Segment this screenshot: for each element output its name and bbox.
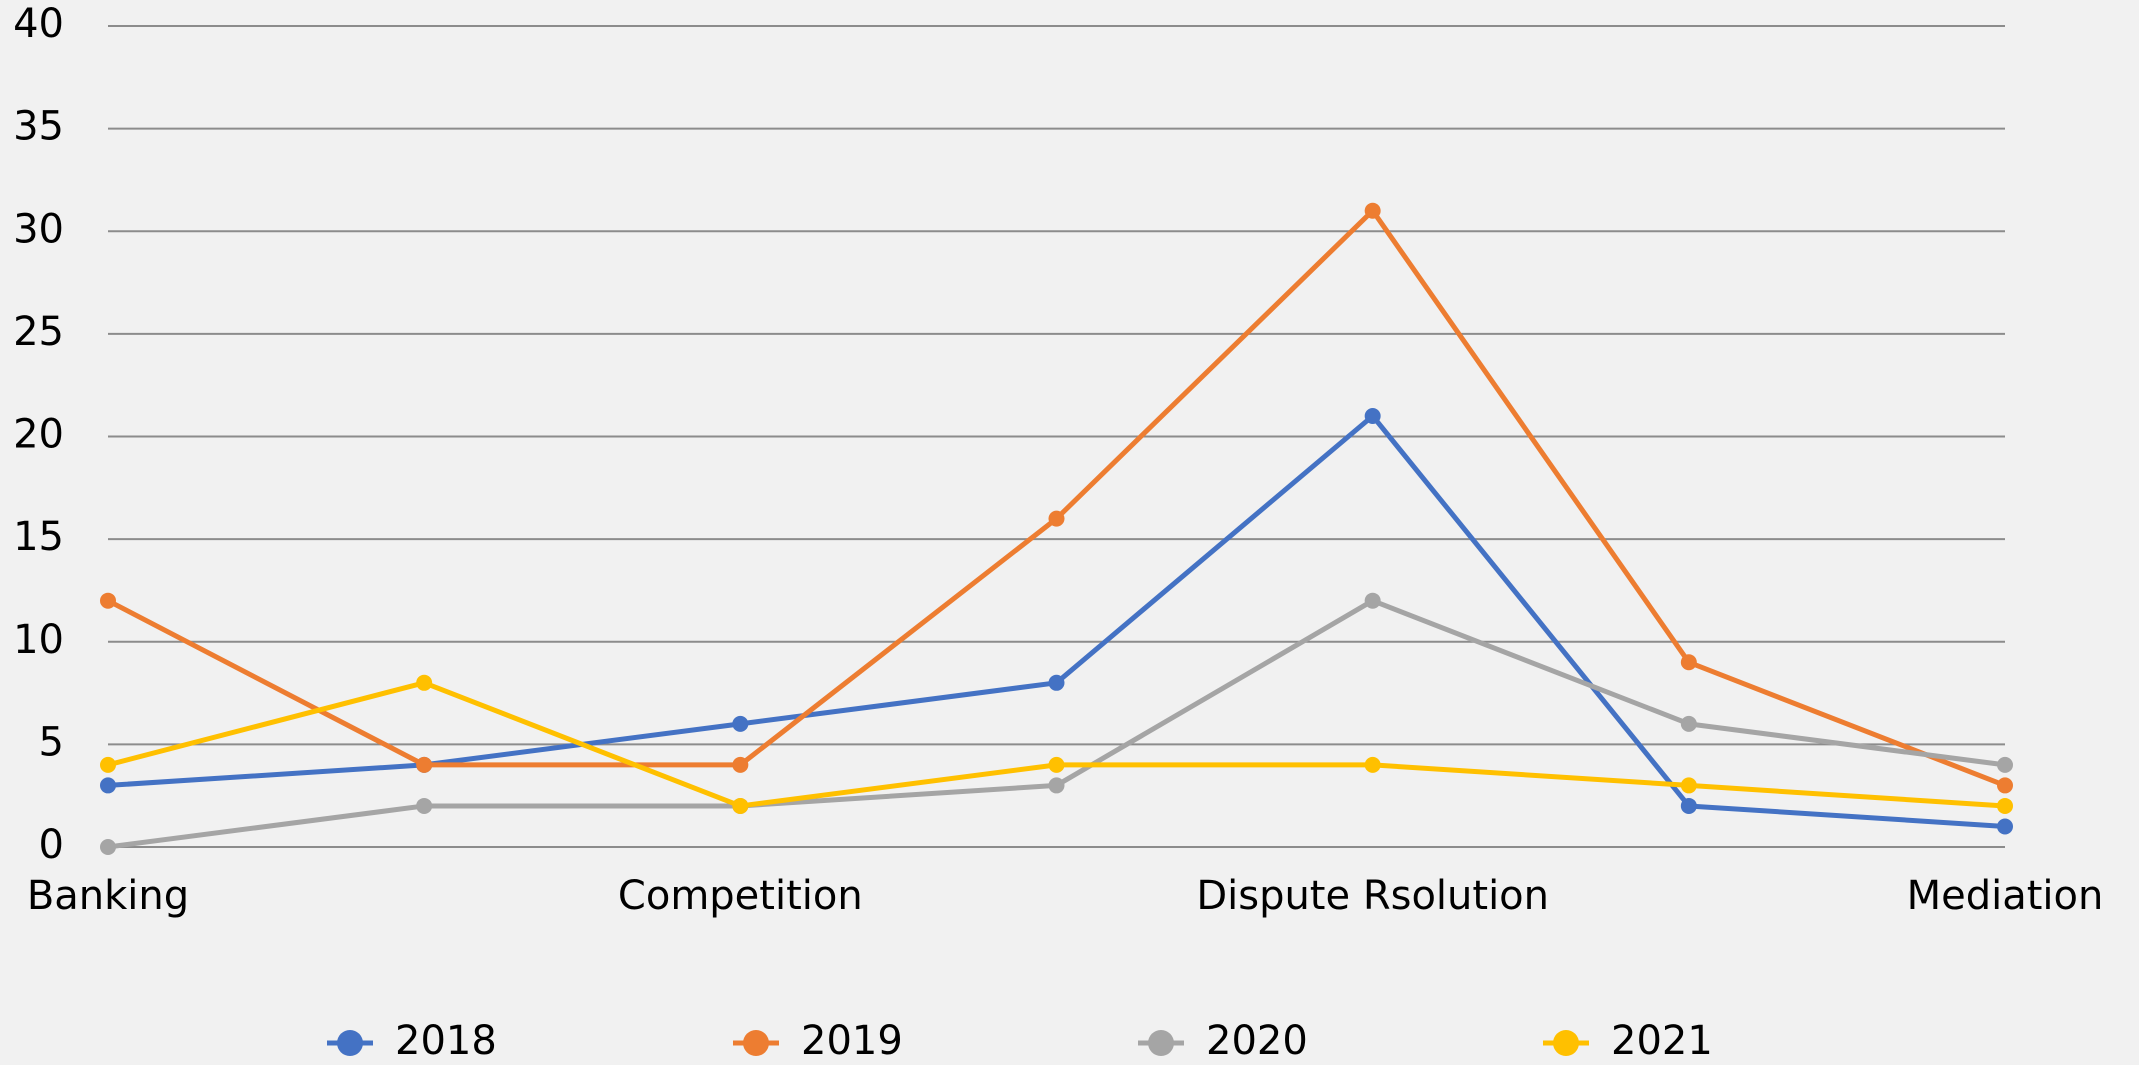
legend-swatch-marker bbox=[337, 1030, 363, 1056]
y-tick-label: 10 bbox=[13, 617, 64, 663]
data-point bbox=[1048, 674, 1065, 691]
y-tick-label: 15 bbox=[13, 514, 64, 560]
data-point bbox=[1048, 756, 1065, 773]
legend-label: 2018 bbox=[395, 1018, 497, 1064]
data-point bbox=[1048, 777, 1065, 794]
legend-label: 2021 bbox=[1611, 1018, 1713, 1064]
data-point bbox=[1680, 654, 1697, 671]
legend-swatch-marker bbox=[1553, 1030, 1579, 1056]
legend-swatch-marker bbox=[1148, 1030, 1174, 1056]
data-point bbox=[100, 777, 116, 794]
data-point bbox=[1997, 756, 2013, 773]
data-point bbox=[100, 756, 116, 773]
data-point bbox=[1364, 202, 1381, 219]
data-point bbox=[100, 592, 116, 609]
x-tick-label: Dispute Rsolution bbox=[1196, 873, 1549, 919]
data-point bbox=[416, 797, 433, 814]
data-point bbox=[1997, 777, 2013, 794]
y-tick-label: 5 bbox=[39, 719, 64, 765]
data-point bbox=[732, 715, 749, 732]
data-point bbox=[416, 756, 433, 773]
data-point bbox=[1997, 797, 2013, 814]
data-point bbox=[100, 839, 116, 855]
y-tick-label: 0 bbox=[39, 822, 64, 868]
data-point bbox=[416, 674, 433, 691]
data-point bbox=[732, 797, 749, 814]
series-line bbox=[106, 208, 2006, 788]
y-tick-label: 25 bbox=[13, 309, 64, 355]
data-point bbox=[1680, 715, 1697, 732]
y-tick-label: 30 bbox=[13, 206, 64, 252]
y-tick-label: 40 bbox=[13, 1, 64, 47]
legend-label: 2020 bbox=[1206, 1018, 1308, 1064]
x-tick-label: Competition bbox=[618, 873, 863, 919]
data-point bbox=[1048, 510, 1065, 527]
x-tick-label: Banking bbox=[27, 873, 189, 919]
data-point bbox=[732, 756, 749, 773]
legend-swatch-marker bbox=[743, 1030, 769, 1056]
data-point bbox=[1364, 592, 1381, 609]
y-tick-label: 35 bbox=[13, 104, 64, 150]
legend-label: 2019 bbox=[801, 1018, 903, 1064]
data-point bbox=[1680, 777, 1697, 794]
data-point bbox=[1680, 797, 1697, 814]
data-point bbox=[1364, 756, 1381, 773]
data-point bbox=[1364, 407, 1381, 424]
x-tick-label: Mediation bbox=[1907, 873, 2104, 919]
y-tick-label: 20 bbox=[13, 412, 64, 458]
data-point bbox=[1997, 818, 2013, 835]
